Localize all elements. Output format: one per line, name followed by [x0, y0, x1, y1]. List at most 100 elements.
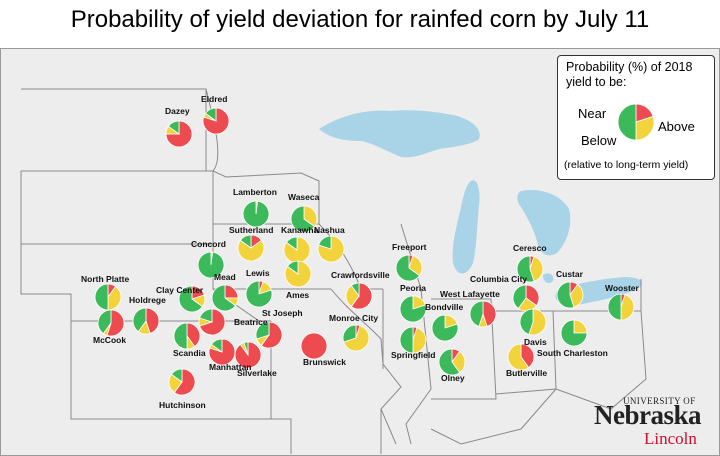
site-label: Olney [441, 373, 465, 383]
site-label: Peoria [400, 283, 426, 293]
pie-wooster [607, 293, 635, 321]
legend-near-label: Near [578, 106, 607, 121]
lake-michigan [452, 180, 480, 274]
site-label: North Platte [81, 274, 129, 284]
pie-hutchinson [168, 368, 196, 396]
slice-above [431, 314, 459, 342]
slice-above [318, 235, 332, 250]
slice-below [224, 284, 239, 299]
site-label: Ames [286, 290, 309, 300]
logo-university-of: UNIVERSITY OF [623, 396, 696, 406]
site-label: McCook [93, 335, 126, 345]
slice-above [285, 236, 298, 251]
slice-above [512, 284, 527, 310]
slice-above [438, 348, 461, 376]
pie-ames [284, 260, 312, 288]
site-label: Hutchinson [159, 400, 206, 410]
pie-mead [211, 284, 239, 312]
pie-freeport [395, 254, 423, 282]
pie-kanawha [283, 236, 311, 264]
site-label: Custar [556, 269, 584, 279]
slice-near [303, 205, 318, 228]
slice-near [635, 115, 655, 141]
lake-superior [319, 110, 480, 158]
pie-holdrege [132, 307, 160, 335]
slice-above [94, 283, 109, 311]
slice-above [211, 284, 237, 312]
slice-below [260, 321, 283, 349]
slice-above [342, 324, 357, 343]
site-label: Davis [524, 337, 547, 347]
pie-peoria [399, 295, 427, 323]
site-label: Silverlake [237, 368, 277, 378]
pie-layer [94, 107, 635, 396]
legend-below-label: Below [581, 133, 617, 148]
pie-concord [197, 251, 225, 279]
site-label: Mead [214, 272, 236, 282]
pie-silverlake [234, 341, 262, 369]
slice-above [242, 200, 270, 228]
site-label: Wooster [605, 283, 640, 293]
slice-near [237, 239, 265, 262]
slice-above [469, 300, 484, 327]
pie-springfield [399, 326, 427, 354]
slice-below [173, 368, 196, 396]
slice-below [520, 343, 535, 369]
slice-above [97, 309, 112, 335]
slice-near [573, 319, 588, 334]
pie-mccook [97, 309, 125, 337]
slice-above [607, 293, 622, 321]
slice-above [350, 282, 360, 298]
slice-below [482, 300, 497, 327]
legend-note: (relative to long-term yield) [564, 159, 689, 171]
site-label: Columbia City [470, 274, 527, 284]
site-label: Waseca [288, 192, 320, 202]
pie-manhattan [208, 338, 236, 366]
slice-near [507, 343, 530, 371]
logo-lincoln: Lincoln [644, 429, 697, 448]
pie-nashua [317, 235, 345, 263]
pie-legend [617, 103, 655, 141]
pie-waseca [290, 205, 318, 233]
site-label: Sutherland [229, 225, 273, 235]
site-label: Brunswick [303, 357, 346, 367]
lake-st-clair [543, 273, 554, 283]
map-base [20, 88, 647, 454]
legend-title-line2: yield to be: [566, 75, 627, 89]
slice-near [451, 350, 466, 374]
slice-near [408, 255, 423, 277]
slice-below [300, 332, 328, 360]
site-label: Butlerville [506, 368, 547, 378]
pie-north-platte [94, 283, 122, 311]
site-label: Ceresco [513, 243, 547, 253]
slice-near [412, 327, 427, 354]
pie-lewis [245, 280, 273, 308]
slice-above [173, 322, 188, 350]
pie-eldred [202, 107, 230, 135]
pie-brunswick [300, 332, 328, 360]
legend-pie [617, 103, 655, 141]
site-label: Clay Center [156, 285, 204, 295]
site-label: Lewis [246, 268, 270, 278]
slice-below [186, 322, 201, 348]
pie-butlerville [507, 343, 535, 371]
slice-above [245, 280, 273, 308]
site-label: Monroe City [329, 313, 378, 323]
site-label: Crawfordsville [331, 270, 390, 280]
pie-ceresco [516, 255, 544, 283]
legend-title: Probability (%) of 2018 yield to be: [566, 60, 692, 90]
slice-above [290, 205, 316, 233]
site-label: Springfield [391, 350, 435, 360]
slice-above [210, 338, 223, 353]
legend-title-line1: Probability (%) of 2018 [566, 60, 693, 74]
site-label: St Joseph [262, 308, 303, 318]
slice-above [239, 234, 252, 249]
site-label: West Lafayette [440, 289, 500, 299]
pie-custar [556, 281, 584, 309]
site-label: Nashua [314, 225, 345, 235]
slice-above [132, 307, 147, 333]
site-label: Beatrice [234, 317, 268, 327]
slice-near [345, 284, 360, 308]
pie-bondville [431, 314, 459, 342]
pie-sutherland [237, 234, 265, 262]
